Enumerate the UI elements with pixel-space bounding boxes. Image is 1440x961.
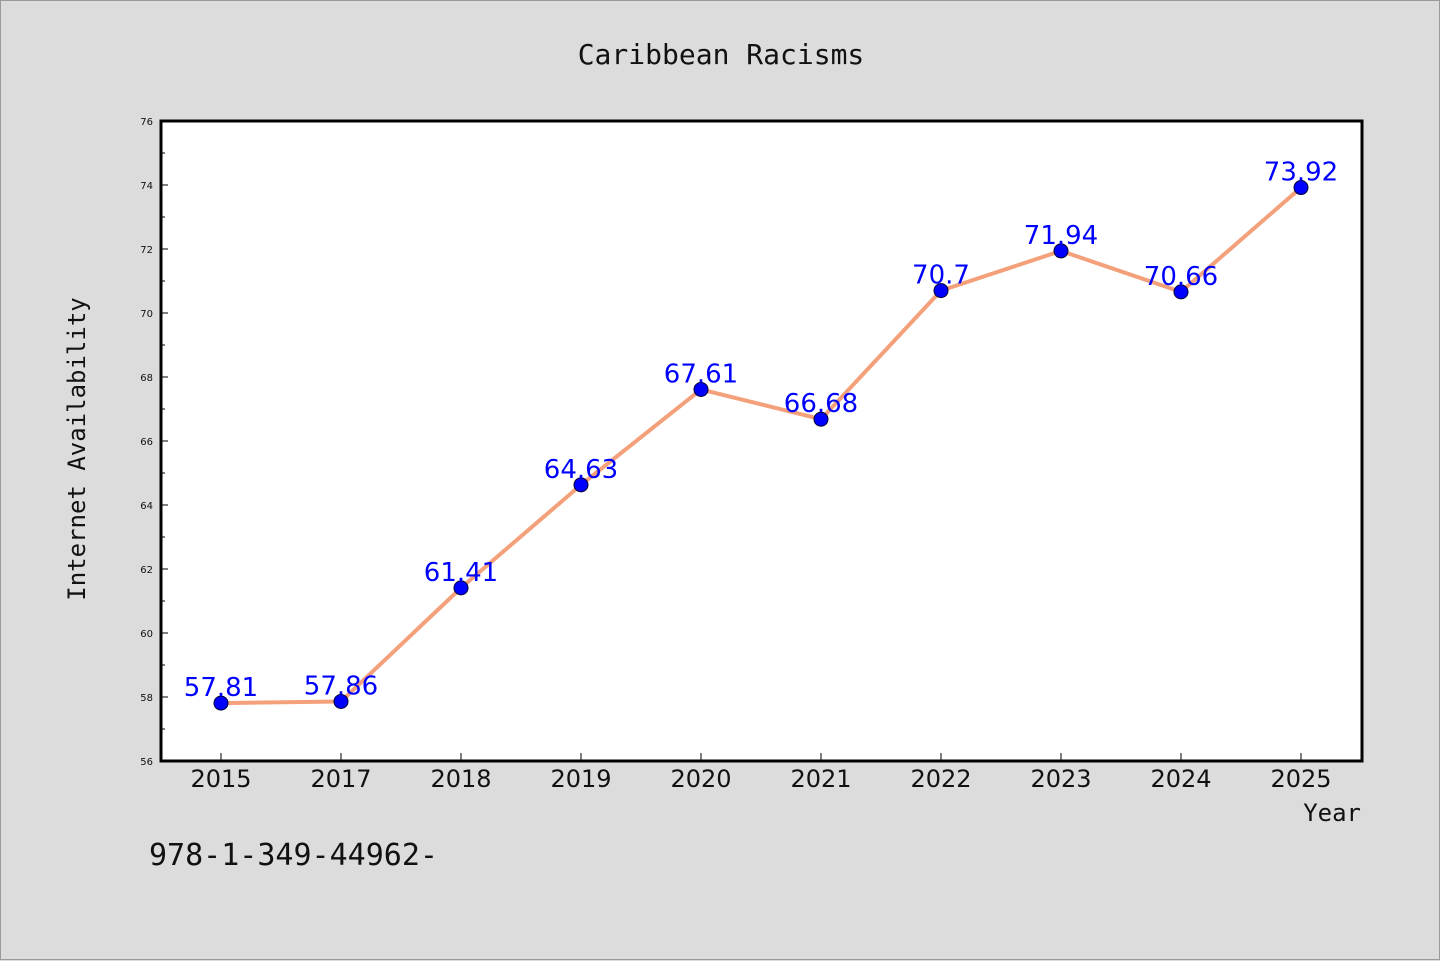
y-tick-label: 56: [140, 757, 153, 768]
y-tick-label: 70: [140, 309, 153, 320]
y-axis: 56 58 60 62 64 66 68 70 72 74 76: [140, 117, 168, 768]
x-axis-label: Year: [1303, 799, 1361, 827]
data-point: [453, 580, 469, 596]
x-tick-label: 2024: [1150, 765, 1211, 793]
data-series: 57.81 57.86 61.41 64.63 67.61 66.68 70.7 71.94 7…: [184, 158, 1338, 711]
data-label: 71.94: [1024, 221, 1098, 251]
series-line: [220, 186, 1303, 706]
x-tick-label: 2022: [910, 765, 971, 793]
data-point: [333, 693, 349, 709]
data-label: 61.41: [424, 558, 498, 588]
data-label: 73.92: [1264, 158, 1338, 188]
x-tick-label: 2023: [1030, 765, 1091, 793]
data-point: [573, 477, 589, 493]
data-point: [813, 411, 829, 427]
y-tick-label: 66: [140, 437, 153, 448]
y-tick-label: 60: [140, 629, 153, 640]
x-tick-label: 2018: [430, 765, 491, 793]
x-tick-label: 2021: [790, 765, 851, 793]
x-tick-label: 2017: [310, 765, 371, 793]
y-tick-label: 58: [140, 693, 153, 704]
data-label: 67.61: [664, 359, 738, 389]
data-label: 57.86: [304, 671, 378, 701]
y-tick-label: 62: [140, 565, 153, 576]
data-label: 70.66: [1144, 262, 1218, 292]
data-label: 57.81: [184, 673, 258, 703]
x-tick-label: 2025: [1270, 765, 1331, 793]
chart-title: Caribbean Racisms: [578, 38, 865, 71]
plot-area: [159, 119, 1364, 763]
y-tick-label: 68: [140, 373, 153, 384]
data-point: [1293, 180, 1309, 196]
footnote-text: 978-1-349-44962-: [149, 838, 438, 873]
y-tick-label: 76: [140, 117, 153, 128]
data-label: 66.68: [784, 389, 858, 419]
y-tick-label: 74: [140, 181, 153, 192]
data-point: [1173, 284, 1189, 300]
y-tick-label: 64: [140, 501, 153, 512]
y-tick-label: 72: [140, 245, 153, 256]
x-tick-label: 2020: [670, 765, 731, 793]
data-point: [933, 283, 949, 299]
data-point: [213, 695, 229, 711]
data-point: [693, 381, 709, 397]
x-axis: 2015 2017 2018 2019 2020 2021 2022 2023 2024 2025: [190, 753, 1332, 793]
x-tick-label: 2015: [190, 765, 251, 793]
y-axis-label: Internet Availability: [63, 297, 91, 600]
data-label: 64.63: [544, 455, 618, 485]
data-label: 70.7: [912, 261, 970, 291]
data-point: [1053, 243, 1069, 259]
x-tick-label: 2019: [550, 765, 611, 793]
